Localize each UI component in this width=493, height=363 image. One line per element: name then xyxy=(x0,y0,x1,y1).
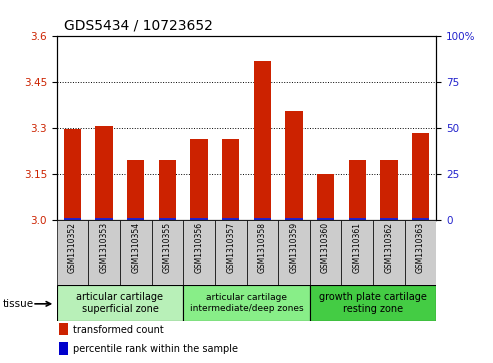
Text: GSM1310352: GSM1310352 xyxy=(68,221,77,273)
Text: GSM1310358: GSM1310358 xyxy=(258,221,267,273)
Text: GDS5434 / 10723652: GDS5434 / 10723652 xyxy=(64,19,213,32)
Bar xyxy=(127,160,144,220)
Bar xyxy=(159,160,176,220)
Bar xyxy=(190,218,208,220)
Bar xyxy=(349,160,366,220)
Bar xyxy=(253,218,271,220)
Bar xyxy=(405,220,436,285)
Bar xyxy=(412,218,429,220)
Text: GSM1310362: GSM1310362 xyxy=(385,221,393,273)
Bar xyxy=(317,174,334,220)
Bar xyxy=(373,220,405,285)
Text: growth plate cartilage
resting zone: growth plate cartilage resting zone xyxy=(319,292,427,314)
Bar xyxy=(59,322,68,335)
Bar xyxy=(64,130,81,220)
Bar xyxy=(183,285,310,321)
Bar xyxy=(159,218,176,220)
Bar xyxy=(190,139,208,220)
Text: GSM1310361: GSM1310361 xyxy=(352,221,362,273)
Bar xyxy=(278,220,310,285)
Text: GSM1310363: GSM1310363 xyxy=(416,221,425,273)
Text: articular cartilage
intermediate/deep zones: articular cartilage intermediate/deep zo… xyxy=(190,293,303,313)
Text: GSM1310354: GSM1310354 xyxy=(131,221,141,273)
Bar xyxy=(349,218,366,220)
Text: GSM1310355: GSM1310355 xyxy=(163,221,172,273)
Bar xyxy=(341,220,373,285)
Bar xyxy=(57,285,183,321)
Bar xyxy=(310,285,436,321)
Text: GSM1310359: GSM1310359 xyxy=(289,221,298,273)
Text: GSM1310356: GSM1310356 xyxy=(195,221,204,273)
Bar xyxy=(285,218,303,220)
Bar xyxy=(412,132,429,220)
Bar xyxy=(380,218,397,220)
Bar xyxy=(317,218,334,220)
Bar xyxy=(246,220,278,285)
Text: tissue: tissue xyxy=(2,299,34,309)
Bar xyxy=(152,220,183,285)
Bar xyxy=(127,218,144,220)
Bar xyxy=(59,342,68,355)
Bar xyxy=(120,220,152,285)
Bar xyxy=(253,61,271,220)
Bar xyxy=(88,220,120,285)
Bar xyxy=(380,160,397,220)
Bar xyxy=(96,218,113,220)
Bar xyxy=(64,218,81,220)
Text: GSM1310353: GSM1310353 xyxy=(100,221,108,273)
Text: percentile rank within the sample: percentile rank within the sample xyxy=(72,344,238,354)
Bar xyxy=(222,218,240,220)
Text: articular cartilage
superficial zone: articular cartilage superficial zone xyxy=(76,292,164,314)
Text: GSM1310357: GSM1310357 xyxy=(226,221,235,273)
Bar xyxy=(215,220,246,285)
Bar xyxy=(285,111,303,220)
Bar xyxy=(310,220,341,285)
Bar xyxy=(57,220,88,285)
Bar xyxy=(222,139,240,220)
Bar xyxy=(96,126,113,220)
Bar xyxy=(183,220,215,285)
Text: GSM1310360: GSM1310360 xyxy=(321,221,330,273)
Text: transformed count: transformed count xyxy=(72,325,163,335)
